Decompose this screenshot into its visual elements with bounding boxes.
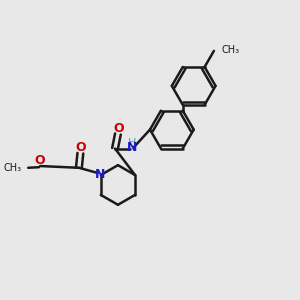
Text: CH₃: CH₃	[221, 45, 239, 55]
Text: O: O	[35, 154, 46, 167]
Text: O: O	[75, 142, 86, 154]
Text: CH₃: CH₃	[4, 163, 22, 173]
Text: N: N	[127, 141, 138, 154]
Text: O: O	[113, 122, 124, 135]
Text: H: H	[128, 138, 137, 148]
Text: N: N	[94, 168, 105, 181]
